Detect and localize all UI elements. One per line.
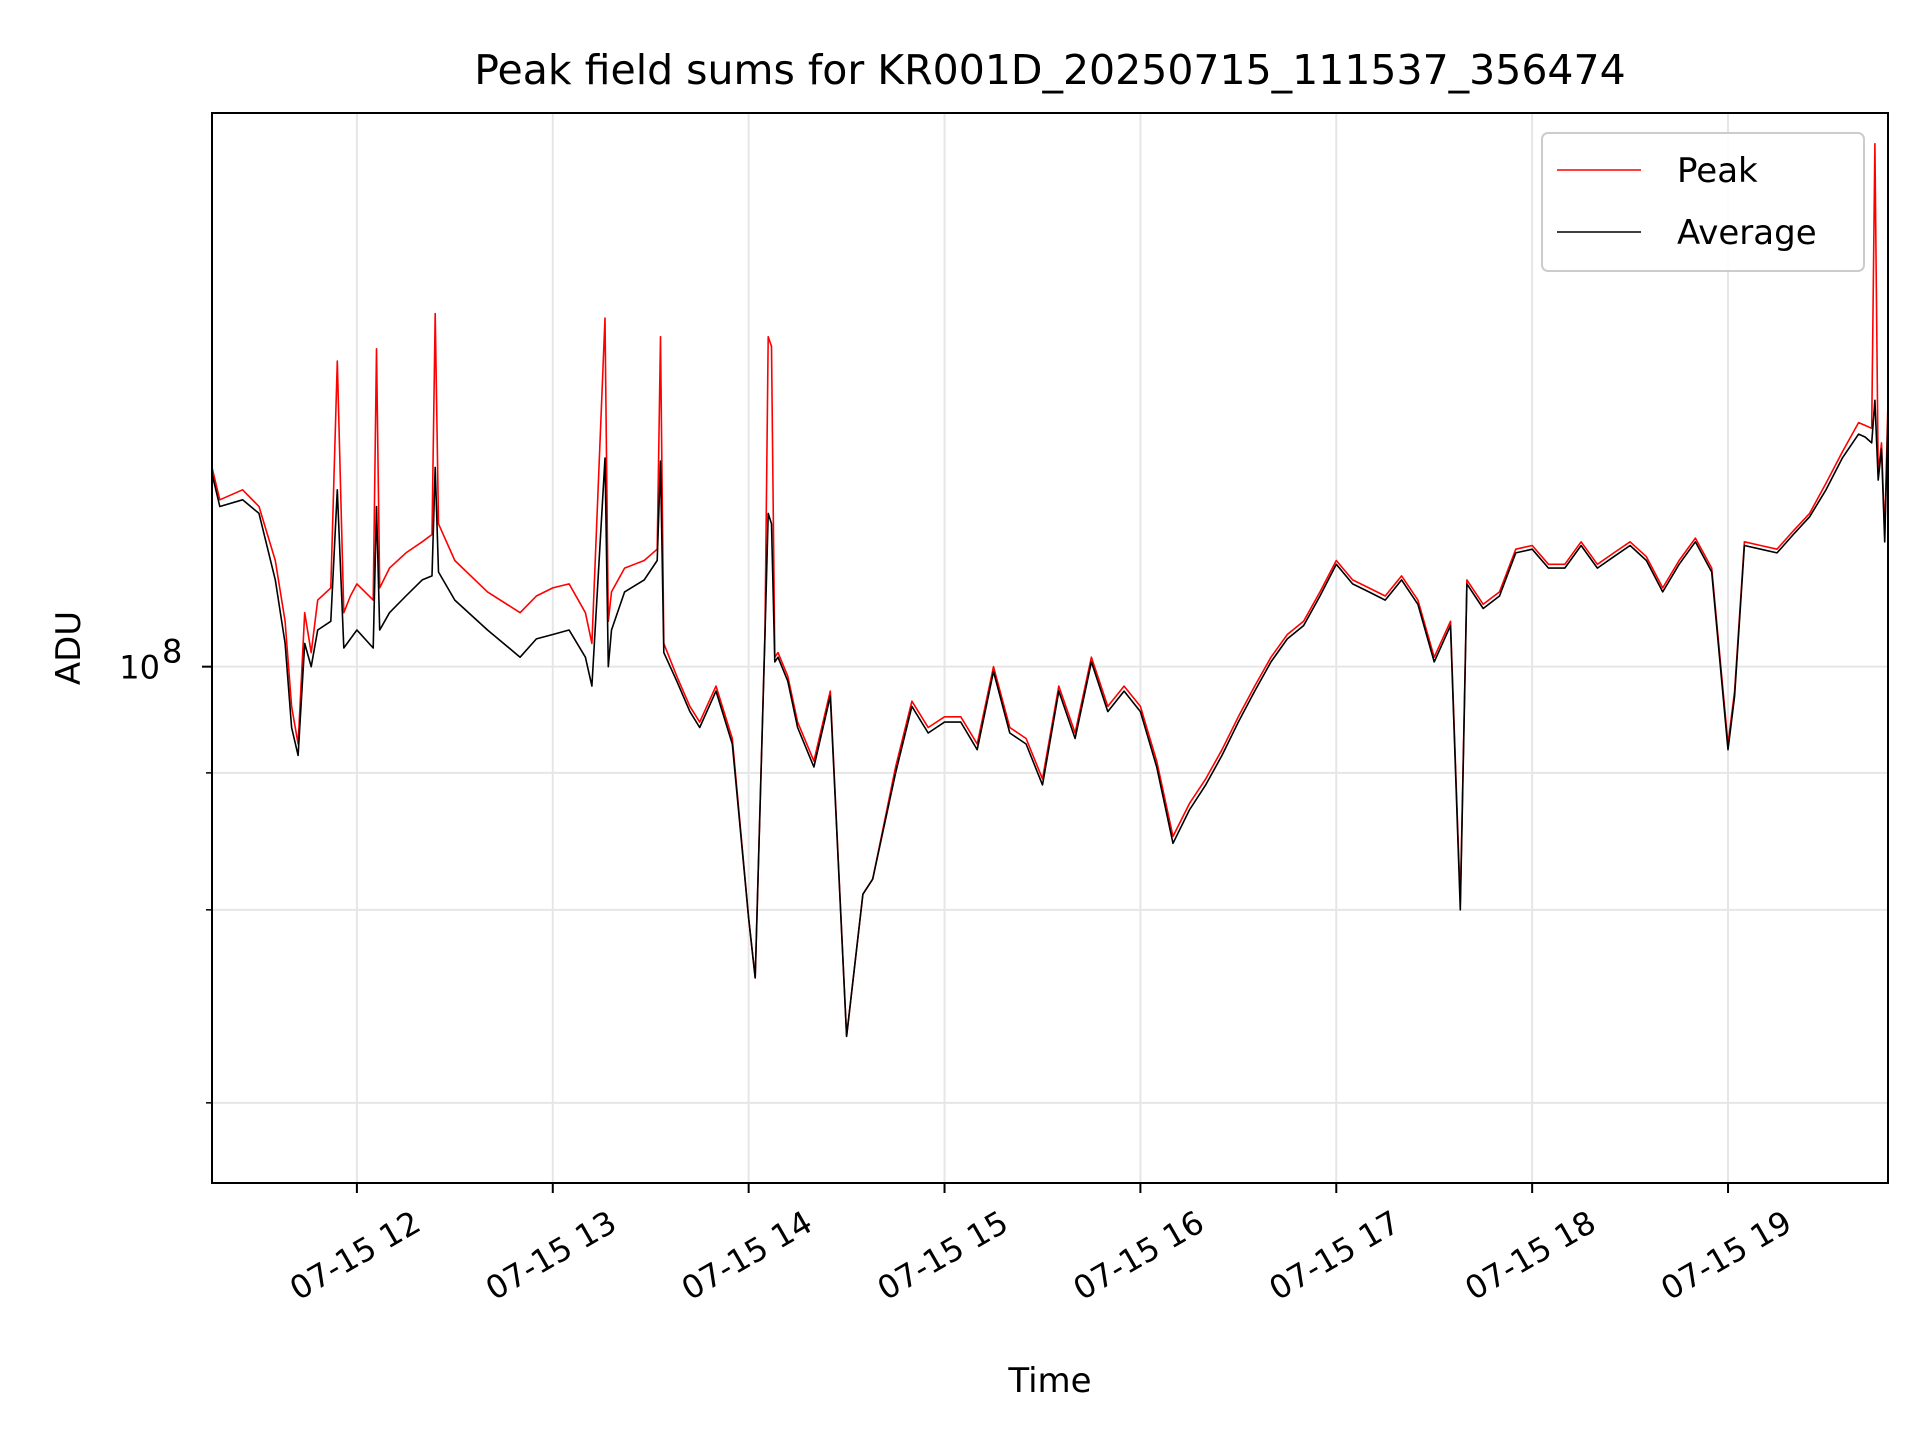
y-tick-label-exponent: 8 [162,633,182,671]
plot-frame [211,112,1889,1184]
y-axis-label: ADU [49,611,89,685]
legend: Peak Average [1541,132,1865,272]
x-axis-label: Time [1007,1361,1091,1401]
chart-title: Peak field sums for KR001D_20250715_1115… [474,46,1625,94]
plot-area [212,142,1888,1038]
y-tick-label: 10 [119,649,160,687]
legend-box [1541,132,1865,272]
series-layer [212,142,1888,1038]
series-line-average [212,399,1888,1038]
series-line-peak [212,142,1888,1038]
grid [212,113,1888,1183]
legend-label-peak: Peak [1677,151,1758,191]
y-ticks: 10 8 [119,633,212,1104]
legend-label-average: Average [1677,213,1817,253]
